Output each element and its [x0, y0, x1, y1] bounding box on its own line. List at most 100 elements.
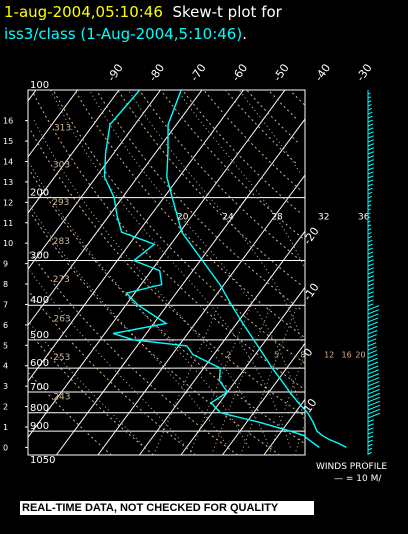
- isotherm-line: [138, 230, 306, 456]
- wind-barb: [367, 357, 378, 363]
- isotherm-line: [27, 89, 203, 326]
- dry-adiabat-line: [181, 89, 300, 213]
- wind-barb: [367, 263, 374, 267]
- height-label: 7: [3, 300, 8, 309]
- wind-barb: [367, 179, 374, 183]
- wind-barb: [367, 271, 375, 275]
- winds-profile-label: WINDS PROFILE: [316, 462, 387, 472]
- adiabat-label: 253: [53, 353, 70, 363]
- height-label: 1: [3, 423, 8, 432]
- pressure-label: 200: [30, 188, 49, 199]
- title-line-1: 1-aug-2004,05:10:46 Skew-t plot for: [4, 3, 282, 21]
- title-station: iss3/class (1-Aug-2004,5:10:46): [4, 25, 243, 43]
- wind-barb: [367, 329, 378, 335]
- dry-adiabat-line: [52, 89, 305, 364]
- dry-adiabat-line: [117, 89, 301, 285]
- wind-barb: [367, 295, 374, 299]
- height-label: 3: [3, 382, 8, 391]
- moist-adiabat-line: [238, 89, 301, 173]
- isotherm-label-right: -20: [301, 225, 322, 247]
- wind-barb: [367, 353, 378, 359]
- mixing-ratio-line: [240, 305, 298, 456]
- height-label: 12: [3, 198, 13, 207]
- wind-barb: [367, 408, 381, 415]
- wind-barb: [367, 439, 373, 443]
- wind-barb: [367, 303, 374, 307]
- title-datetime: 1-aug-2004,05:10:46: [4, 3, 163, 21]
- wind-barb: [367, 104, 372, 107]
- wind-barb: [367, 447, 373, 451]
- title-text: Skew-t plot for: [172, 3, 282, 21]
- wind-barb: [367, 115, 373, 119]
- dry-adiabat-line: [203, 89, 301, 190]
- wind-barb: [367, 396, 381, 403]
- wind-barb: [367, 224, 372, 227]
- wind-barb: [367, 309, 379, 315]
- dry-adiabat-line: [74, 89, 304, 338]
- wind-barb: [367, 317, 379, 323]
- winds-profile: WINDS PROFILE — = 10 M/: [316, 90, 387, 484]
- isotherm-label-right: -10: [301, 281, 322, 303]
- moist-adiabat-line: [29, 270, 187, 448]
- wind-barb: [367, 369, 379, 375]
- pressure-label: 400: [30, 295, 49, 306]
- wind-barb: [367, 123, 374, 127]
- mixing-ratio-line: [211, 305, 272, 456]
- pressure-label: 100: [30, 80, 49, 91]
- wind-barb: [367, 239, 373, 243]
- wind-barb: [367, 143, 375, 147]
- wind-barb: [367, 167, 374, 171]
- height-label: 9: [3, 260, 8, 269]
- mixing-ratio-line: [153, 304, 220, 456]
- pressure-label: 300: [30, 251, 49, 262]
- isotherm-label-top: -80: [146, 62, 167, 84]
- mixing-ratio-label: 20: [355, 350, 365, 359]
- isotherm-label-top: -50: [271, 62, 292, 84]
- wind-barb: [367, 275, 375, 279]
- isotherm-label-top: -60: [229, 62, 250, 84]
- wind-barb: [367, 334, 377, 339]
- moist-adiabat-label: 24: [222, 212, 234, 222]
- wind-barb: [367, 338, 377, 343]
- height-label: 14: [3, 157, 13, 166]
- mixing-ratio-line: [294, 423, 306, 456]
- wind-barb: [367, 228, 372, 231]
- height-label: 4: [3, 362, 8, 371]
- wind-barb: [367, 119, 374, 123]
- wind-barb: [367, 346, 377, 351]
- title-period: .: [242, 25, 247, 43]
- isotherm-label-top: -70: [188, 62, 209, 84]
- wind-barb: [367, 392, 381, 399]
- wind-barb: [367, 321, 378, 327]
- wind-barb: [367, 305, 380, 311]
- wind-barb: [367, 427, 374, 431]
- isotherm-line: [180, 286, 306, 456]
- wind-barb: [367, 267, 375, 271]
- wind-barb: [367, 243, 373, 247]
- wind-barb: [367, 171, 374, 175]
- moist-adiabat-label: 20: [177, 212, 189, 222]
- wind-barb: [367, 377, 380, 383]
- isotherm-line: [27, 89, 120, 214]
- pressure-label: 1050: [30, 455, 55, 466]
- wind-barb: [367, 365, 379, 371]
- wind-barb: [367, 435, 374, 439]
- wind-barb: [367, 100, 372, 103]
- moist-adiabat-line: [176, 89, 304, 266]
- mixing-ratio-label: 8: [300, 350, 305, 359]
- moist-adiabat-line: [127, 89, 306, 350]
- moist-adiabat-line: [50, 89, 291, 448]
- wind-barb: [367, 235, 373, 239]
- adiabat-label: 293: [52, 198, 69, 208]
- pressure-label: 500: [30, 330, 49, 341]
- wind-barb: [367, 287, 375, 291]
- wind-barb: [367, 380, 380, 387]
- dry-adiabat-line: [138, 89, 302, 261]
- adiabat-label: 273: [53, 275, 70, 285]
- wind-barb: [367, 204, 372, 207]
- temperature-profile: [166, 89, 347, 449]
- wind-barb: [367, 232, 372, 235]
- dry-adiabat-line: [95, 89, 301, 310]
- wind-barb: [367, 151, 375, 155]
